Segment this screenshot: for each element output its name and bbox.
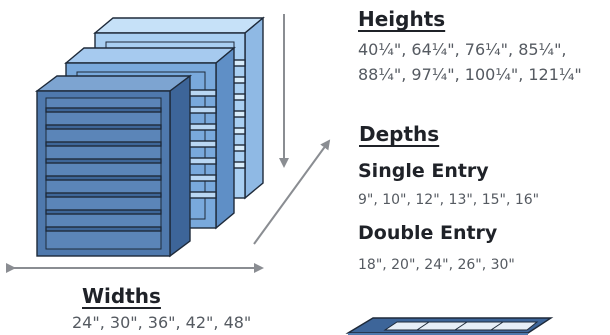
depths-title: Depths — [359, 122, 440, 146]
drawer-unit-top — [345, 317, 554, 335]
front-shelving-unit — [34, 74, 193, 258]
single-entry-values: 9", 10", 12", 13", 15", 16" — [358, 192, 540, 208]
heights-title: Heights — [358, 7, 446, 31]
heights-values-line2: 88¼", 97¼", 100¼", 121¼" — [358, 65, 582, 84]
double-entry-title: Double Entry — [358, 222, 498, 244]
heights-values-line1: 40¼", 64¼", 76¼", 85¼", — [358, 40, 567, 59]
depth-arrow — [253, 139, 331, 245]
widths-title: Widths — [82, 284, 161, 308]
double-entry-values: 18", 20", 24", 26", 30" — [358, 257, 515, 273]
widths-values: 24", 30", 36", 42", 48" — [72, 313, 252, 332]
single-entry-title: Single Entry — [358, 160, 489, 182]
